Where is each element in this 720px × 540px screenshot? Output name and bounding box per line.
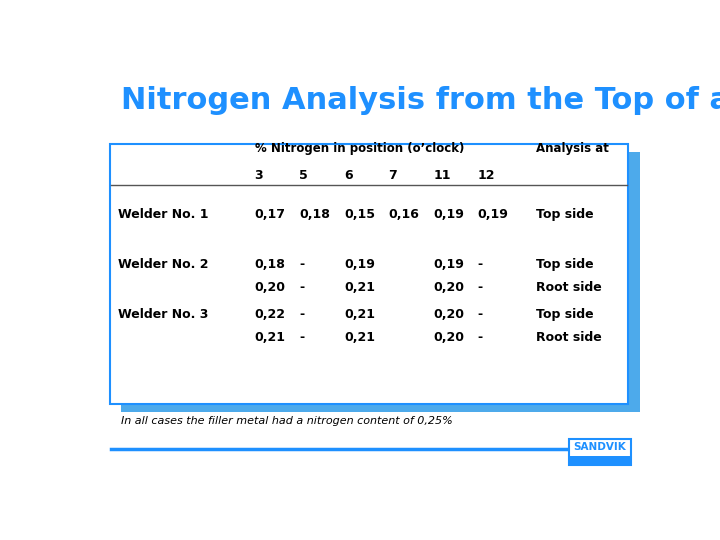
- Text: 0,21: 0,21: [344, 331, 375, 344]
- FancyBboxPatch shape: [569, 439, 631, 465]
- Text: Welder No. 2: Welder No. 2: [118, 258, 208, 271]
- Text: Top side: Top side: [536, 308, 594, 321]
- Text: 0,17: 0,17: [255, 208, 286, 221]
- Text: Welder No. 1: Welder No. 1: [118, 208, 208, 221]
- Text: 5: 5: [300, 168, 308, 182]
- Text: 0,20: 0,20: [433, 308, 464, 321]
- Text: 0,20: 0,20: [433, 331, 464, 344]
- FancyBboxPatch shape: [109, 144, 629, 404]
- Text: -: -: [300, 331, 305, 344]
- Text: -: -: [478, 258, 483, 271]
- Text: Root side: Root side: [536, 331, 602, 344]
- Text: % Nitrogen in position (o’clock): % Nitrogen in position (o’clock): [255, 141, 464, 155]
- Text: 0,19: 0,19: [478, 208, 509, 221]
- FancyBboxPatch shape: [569, 456, 631, 465]
- Text: 0,18: 0,18: [300, 208, 330, 221]
- Text: Welder No. 3: Welder No. 3: [118, 308, 208, 321]
- Text: -: -: [478, 308, 483, 321]
- Text: 0,15: 0,15: [344, 208, 375, 221]
- Text: In all cases the filler metal had a nitrogen content of 0,25%: In all cases the filler metal had a nitr…: [121, 416, 452, 426]
- Text: Analysis at: Analysis at: [536, 141, 609, 155]
- Text: 12: 12: [478, 168, 495, 182]
- Text: -: -: [478, 331, 483, 344]
- Text: 0,19: 0,19: [344, 258, 375, 271]
- Text: 0,18: 0,18: [255, 258, 286, 271]
- Text: Top side: Top side: [536, 208, 594, 221]
- Text: 0,21: 0,21: [344, 308, 375, 321]
- Text: 0,20: 0,20: [433, 281, 464, 294]
- Text: -: -: [300, 258, 305, 271]
- Text: 6: 6: [344, 168, 353, 182]
- Text: 7: 7: [389, 168, 397, 182]
- FancyBboxPatch shape: [121, 152, 639, 412]
- Text: SANDVIK: SANDVIK: [574, 442, 626, 453]
- Text: 0,21: 0,21: [255, 331, 286, 344]
- Text: -: -: [300, 281, 305, 294]
- Text: 0,19: 0,19: [433, 208, 464, 221]
- Text: 0,19: 0,19: [433, 258, 464, 271]
- Text: 0,22: 0,22: [255, 308, 286, 321]
- Text: -: -: [300, 308, 305, 321]
- Text: 0,20: 0,20: [255, 281, 286, 294]
- Text: 0,16: 0,16: [389, 208, 420, 221]
- Text: Top side: Top side: [536, 258, 594, 271]
- Text: Nitrogen Analysis from the Top of a TIG weld: Nitrogen Analysis from the Top of a TIG …: [121, 85, 720, 114]
- Text: 11: 11: [433, 168, 451, 182]
- Text: 0,21: 0,21: [344, 281, 375, 294]
- Text: -: -: [478, 281, 483, 294]
- Text: 3: 3: [255, 168, 264, 182]
- Text: Root side: Root side: [536, 281, 602, 294]
